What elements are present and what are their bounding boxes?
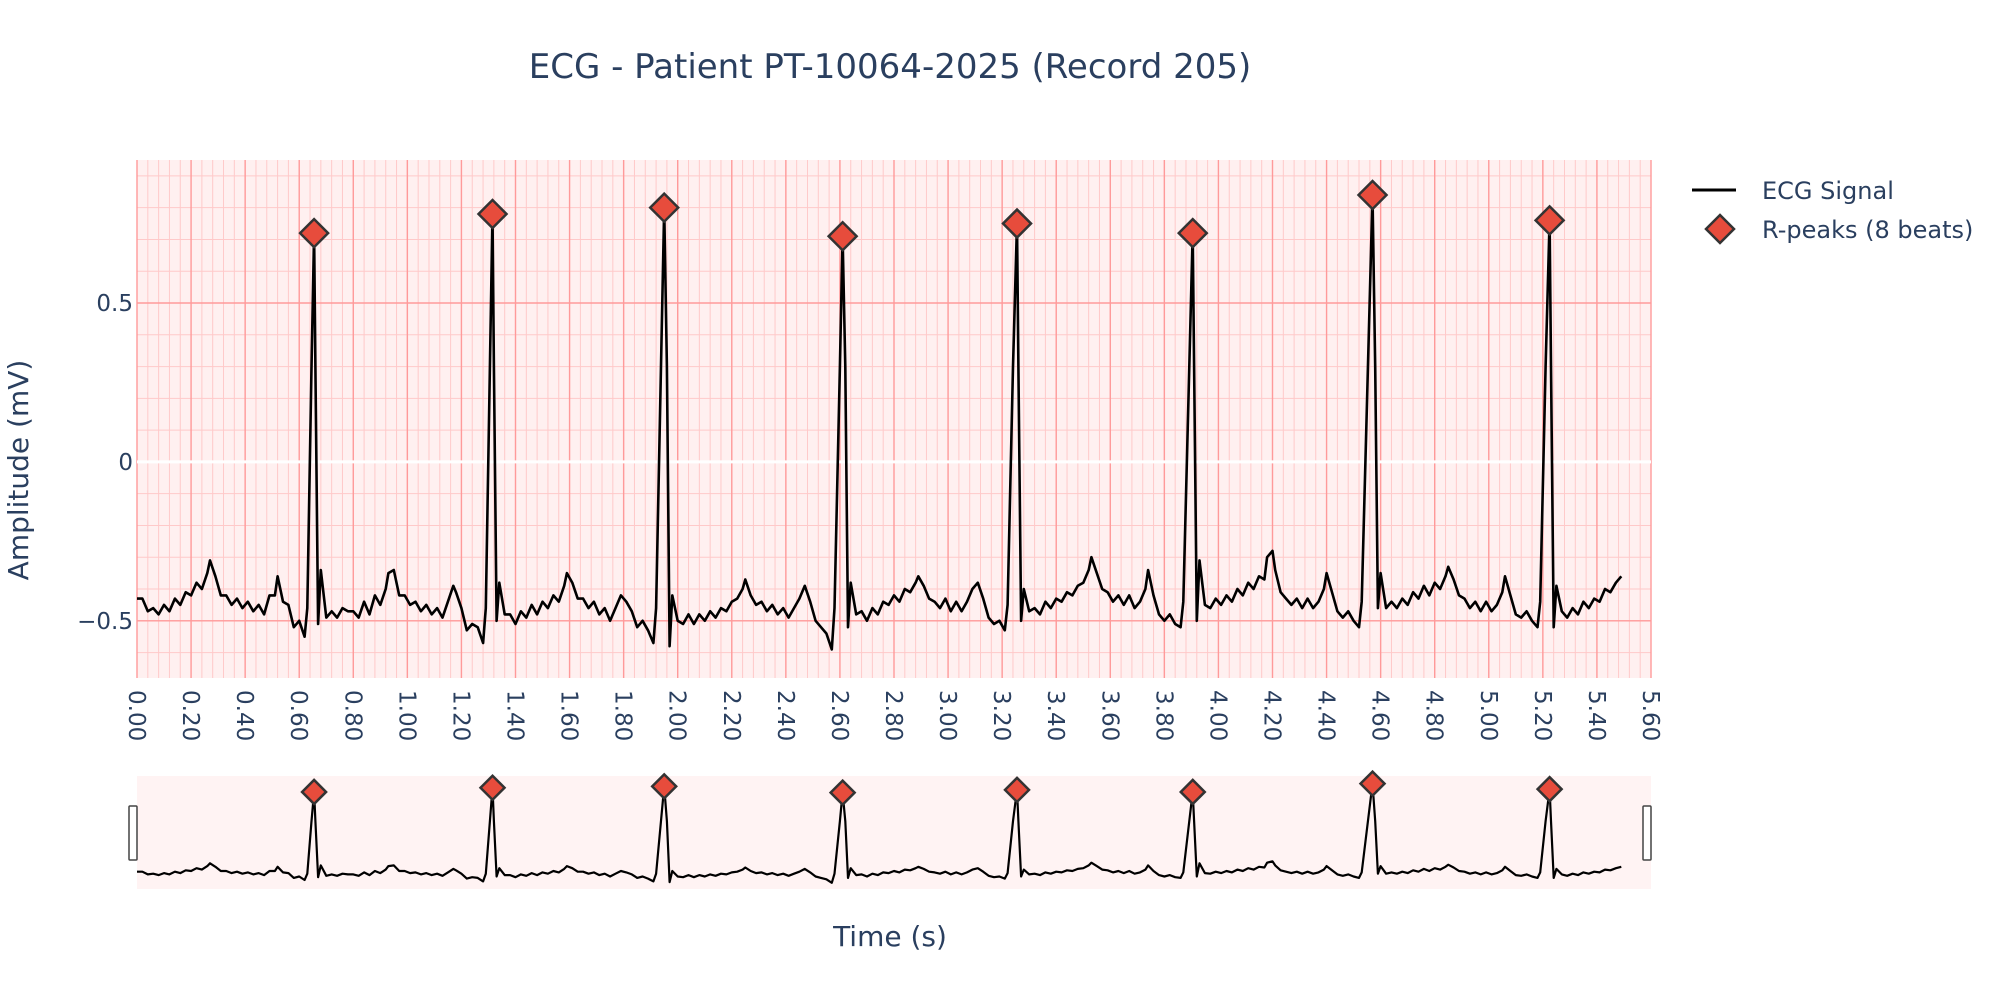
- x-tick-label: 5.00: [1475, 690, 1501, 741]
- r-peak-marker[interactable]: [1001, 207, 1033, 240]
- slider-r-peak-marker: [1535, 775, 1564, 803]
- x-tick-label: 5.20: [1529, 690, 1555, 741]
- x-tick-label: 5.40: [1583, 690, 1609, 741]
- slider-r-peak-marker: [300, 778, 328, 806]
- x-tick-label: 3.00: [934, 690, 960, 741]
- r-peak-marker[interactable]: [476, 198, 509, 230]
- r-peak-marker[interactable]: [1533, 204, 1566, 237]
- x-tick-label: 0.60: [285, 690, 311, 741]
- r-peak-marker[interactable]: [1176, 217, 1209, 249]
- range-slider-right-handle[interactable]: [1642, 805, 1652, 861]
- range-slider-markers: [300, 769, 1564, 807]
- slider-r-peak-marker: [828, 778, 857, 807]
- x-tick-label: 2.40: [772, 690, 798, 741]
- x-tick-label: 3.40: [1042, 690, 1068, 741]
- x-tick-label: 0.20: [177, 690, 203, 741]
- legend-item-r-peaks[interactable]: R-peaks (8 beats): [1704, 213, 1973, 245]
- slider-ecg-signal-line: [137, 782, 1622, 884]
- x-tick-label: 3.60: [1096, 690, 1122, 741]
- legend-label: R-peaks (8 beats): [1762, 216, 1973, 244]
- x-tick-label: 4.00: [1204, 690, 1230, 741]
- main-plot-area[interactable]: [136, 160, 1652, 678]
- x-tick-label: 4.60: [1367, 690, 1393, 741]
- major-grid: [136, 160, 1652, 678]
- x-tick-label: 3.20: [988, 690, 1014, 741]
- x-tick-label: 1.20: [447, 690, 473, 741]
- slider-r-peak-marker: [1178, 778, 1207, 806]
- x-tick-label: 2.00: [664, 690, 690, 741]
- legend[interactable]: ECG Signal R-peaks (8 beats): [1692, 177, 1973, 245]
- slider-r-peak-marker: [1358, 769, 1387, 798]
- y-tick-label: 0.5: [96, 291, 133, 317]
- chart-title: ECG - Patient PT-10064-2025 (Record 205): [529, 47, 1252, 87]
- slider-r-peak-marker: [1003, 776, 1031, 804]
- y-tick-label: −0.5: [77, 609, 133, 635]
- x-tick-label: 2.80: [880, 690, 906, 741]
- x-axis-title: Time (s): [832, 920, 947, 953]
- x-tick-label: 3.80: [1150, 690, 1176, 741]
- x-tick-label: 0.40: [231, 690, 257, 741]
- slider-r-peak-marker: [650, 772, 678, 801]
- range-slider[interactable]: [128, 769, 1652, 889]
- main-marker-layer: [298, 179, 1566, 253]
- x-tick-label: 1.60: [556, 690, 582, 741]
- x-tick-label: 4.20: [1259, 690, 1285, 741]
- x-tick-label: 0.00: [123, 690, 149, 741]
- y-axis-title: Amplitude (mV): [2, 360, 35, 581]
- x-tick-label: 1.00: [393, 690, 419, 741]
- y-tick-label: 0: [118, 450, 133, 476]
- x-tick-label: 1.40: [502, 690, 528, 741]
- x-tick-label: 5.60: [1637, 690, 1663, 741]
- ecg-signal-line: [137, 193, 1623, 651]
- x-tick-label: 2.60: [826, 690, 852, 741]
- x-tick-label: 2.20: [718, 690, 744, 741]
- r-peak-marker[interactable]: [826, 220, 859, 253]
- y-axis-ticks: 0.5 0 −0.5: [77, 291, 133, 635]
- legend-diamond-swatch: [1704, 213, 1736, 245]
- legend-label: ECG Signal: [1762, 177, 1894, 205]
- r-peak-marker[interactable]: [648, 191, 680, 224]
- legend-item-ecg-signal[interactable]: ECG Signal: [1692, 177, 1894, 205]
- x-tick-label: 1.80: [610, 690, 636, 741]
- x-axis-ticks: 0.00 0.20 0.40 0.60 0.80 1.00 1.20 1.40 1.60 1.80…: [123, 690, 1663, 741]
- x-tick-label: 0.80: [339, 690, 365, 741]
- range-slider-series: [137, 782, 1622, 884]
- x-tick-label: 4.40: [1313, 690, 1339, 741]
- r-peak-marker[interactable]: [1356, 179, 1389, 211]
- main-series-layer: [137, 193, 1623, 651]
- r-peak-marker[interactable]: [298, 217, 330, 249]
- x-tick-label: 4.80: [1421, 690, 1447, 741]
- slider-r-peak-marker: [478, 774, 507, 802]
- range-slider-left-handle[interactable]: [128, 805, 138, 861]
